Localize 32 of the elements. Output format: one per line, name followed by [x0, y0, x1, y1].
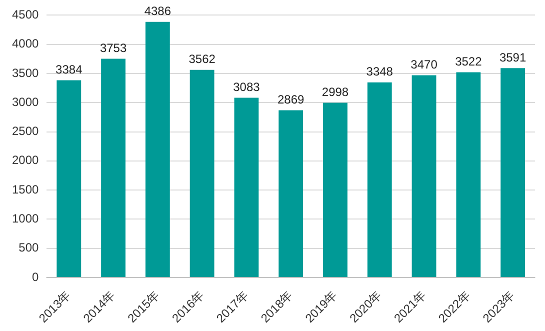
- bar: [190, 70, 214, 277]
- bar: [101, 58, 126, 277]
- y-tick-label: 3000: [12, 94, 40, 109]
- bar: [278, 110, 304, 277]
- bar: [323, 102, 348, 277]
- bar: [56, 80, 82, 277]
- data-label: 3562: [188, 52, 216, 66]
- data-label: 4386: [144, 4, 172, 18]
- bar: [367, 82, 392, 277]
- y-tick-label: 2000: [12, 153, 40, 168]
- data-label: 3384: [56, 62, 83, 77]
- bar: [145, 22, 170, 277]
- y-tick-label: 500: [18, 240, 40, 255]
- data-label: 3753: [100, 41, 127, 56]
- y-tick-label: 4500: [12, 8, 40, 22]
- y-tick-label: 0: [32, 270, 40, 284]
- data-label: 3470: [410, 58, 438, 72]
- data-label: 2998: [322, 85, 349, 100]
- y-tick-label: 2500: [12, 124, 40, 138]
- bar: [500, 68, 526, 277]
- data-label: 3522: [455, 54, 482, 69]
- data-label: 3083: [233, 80, 260, 94]
- bar: [456, 72, 481, 277]
- data-label: 3348: [366, 64, 394, 79]
- bar: [412, 75, 436, 277]
- data-label: 3591: [499, 50, 526, 64]
- bar: [234, 98, 259, 277]
- data-label: 2869: [277, 92, 305, 107]
- y-tick-label: 1500: [12, 182, 40, 196]
- y-tick-label: 3500: [12, 66, 40, 80]
- y-tick-label: 1000: [12, 211, 40, 226]
- y-tick-label: 4000: [12, 36, 40, 51]
